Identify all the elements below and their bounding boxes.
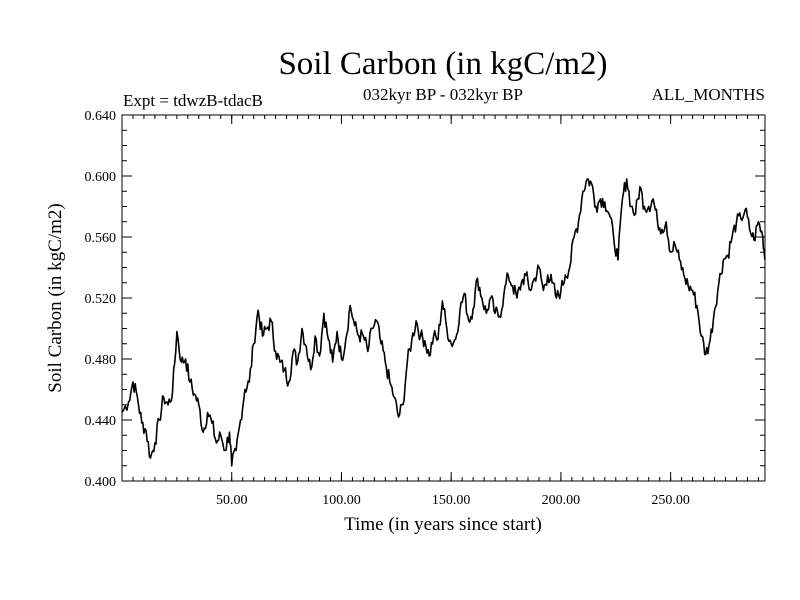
series-layer <box>121 178 766 467</box>
y-tick-label: 0.640 <box>85 109 117 124</box>
series-line-soil-carbon <box>121 178 766 467</box>
x-tick-label: 250.00 <box>651 493 690 508</box>
y-tick-label: 0.520 <box>85 292 117 307</box>
plot-frame <box>121 114 766 482</box>
months-label: ALL_MONTHS <box>652 85 765 104</box>
y-axis-label: Soil Carbon (in kgC/m2) <box>45 203 66 392</box>
period-label: 032kyr BP - 032kyr BP <box>363 85 523 104</box>
y-tick-label: 0.400 <box>85 475 117 490</box>
y-tick-labels: 0.400 0.440 0.480 0.520 0.560 0.600 0.640 <box>85 109 117 490</box>
x-tick-label: 100.00 <box>322 493 361 508</box>
x-tick-label: 50.00 <box>216 493 248 508</box>
y-tick-label: 0.440 <box>85 414 117 429</box>
x-tick-label: 150.00 <box>432 493 471 508</box>
chart-title: Soil Carbon (in kgC/m2) <box>278 46 607 82</box>
y-tick-label: 0.560 <box>85 231 117 246</box>
experiment-label: Expt = tdwzB-tdacB <box>123 91 263 110</box>
y-tick-label: 0.600 <box>85 170 117 185</box>
x-tick-labels: 50.00 100.00 150.00 200.00 250.00 <box>216 493 690 508</box>
y-tick-label: 0.480 <box>85 353 117 368</box>
x-tick-label: 200.00 <box>542 493 581 508</box>
x-axis-label: Time (in years since start) <box>344 514 542 535</box>
